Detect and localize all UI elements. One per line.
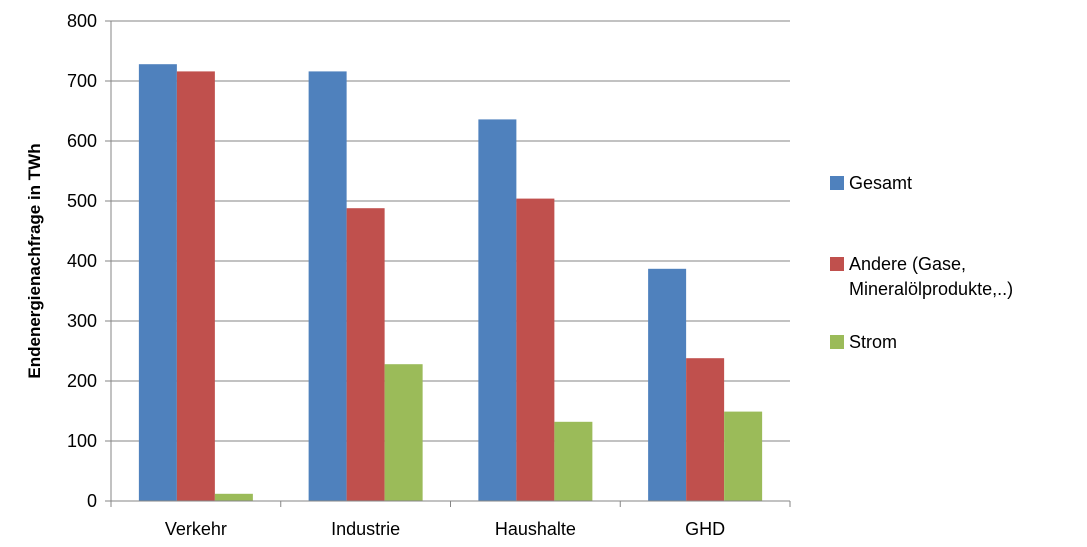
bar-strom-haushalte [554, 421, 593, 501]
x-category-label: GHD [685, 519, 725, 539]
y-tick-label: 600 [67, 131, 97, 151]
y-tick-label: 100 [67, 431, 97, 451]
bar-andere-verkehr [176, 71, 215, 502]
x-category-label: Haushalte [495, 519, 576, 539]
legend-swatch [830, 176, 844, 190]
bar-strom-industrie [384, 364, 423, 501]
x-category-label: Industrie [331, 519, 400, 539]
y-tick-label: 200 [67, 371, 97, 391]
legend: Gesamt Andere (Gase, Mineralölprodukte,..)… [830, 173, 1013, 352]
legend-label: Strom [849, 332, 897, 352]
y-tick-label: 800 [67, 11, 97, 31]
legend-swatch [830, 335, 844, 349]
bar-andere-industrie [346, 208, 385, 501]
bar-gesamt-verkehr [138, 64, 177, 501]
bar-andere-ghd [686, 358, 725, 501]
y-axis-title: Endenergienachfrage in TWh [25, 143, 44, 378]
x-category-label: Verkehr [165, 519, 227, 539]
y-tick-label: 700 [67, 71, 97, 91]
bar-gesamt-haushalte [478, 119, 517, 502]
bar-gesamt-industrie [308, 71, 347, 502]
legend-label: Andere (Gase, Mineralölprodukte,..) [849, 254, 1013, 299]
axes [105, 20, 791, 507]
y-tick-label: 400 [67, 251, 97, 271]
bar-andere-haushalte [516, 198, 555, 501]
legend-label: Gesamt [849, 173, 912, 193]
bar-gesamt-ghd [648, 268, 687, 501]
bars [138, 64, 763, 502]
y-tick-label: 500 [67, 191, 97, 211]
category-labels: Verkehr Industrie Haushalte GHD [165, 519, 725, 539]
bar-strom-ghd [724, 411, 763, 501]
bar-strom-verkehr [214, 493, 253, 501]
gridlines [111, 20, 790, 442]
y-tick-label: 0 [87, 491, 97, 511]
y-tick-labels: 0 100 200 300 400 500 600 700 800 [67, 11, 97, 511]
y-tick-label: 300 [67, 311, 97, 331]
legend-swatch [830, 257, 844, 271]
